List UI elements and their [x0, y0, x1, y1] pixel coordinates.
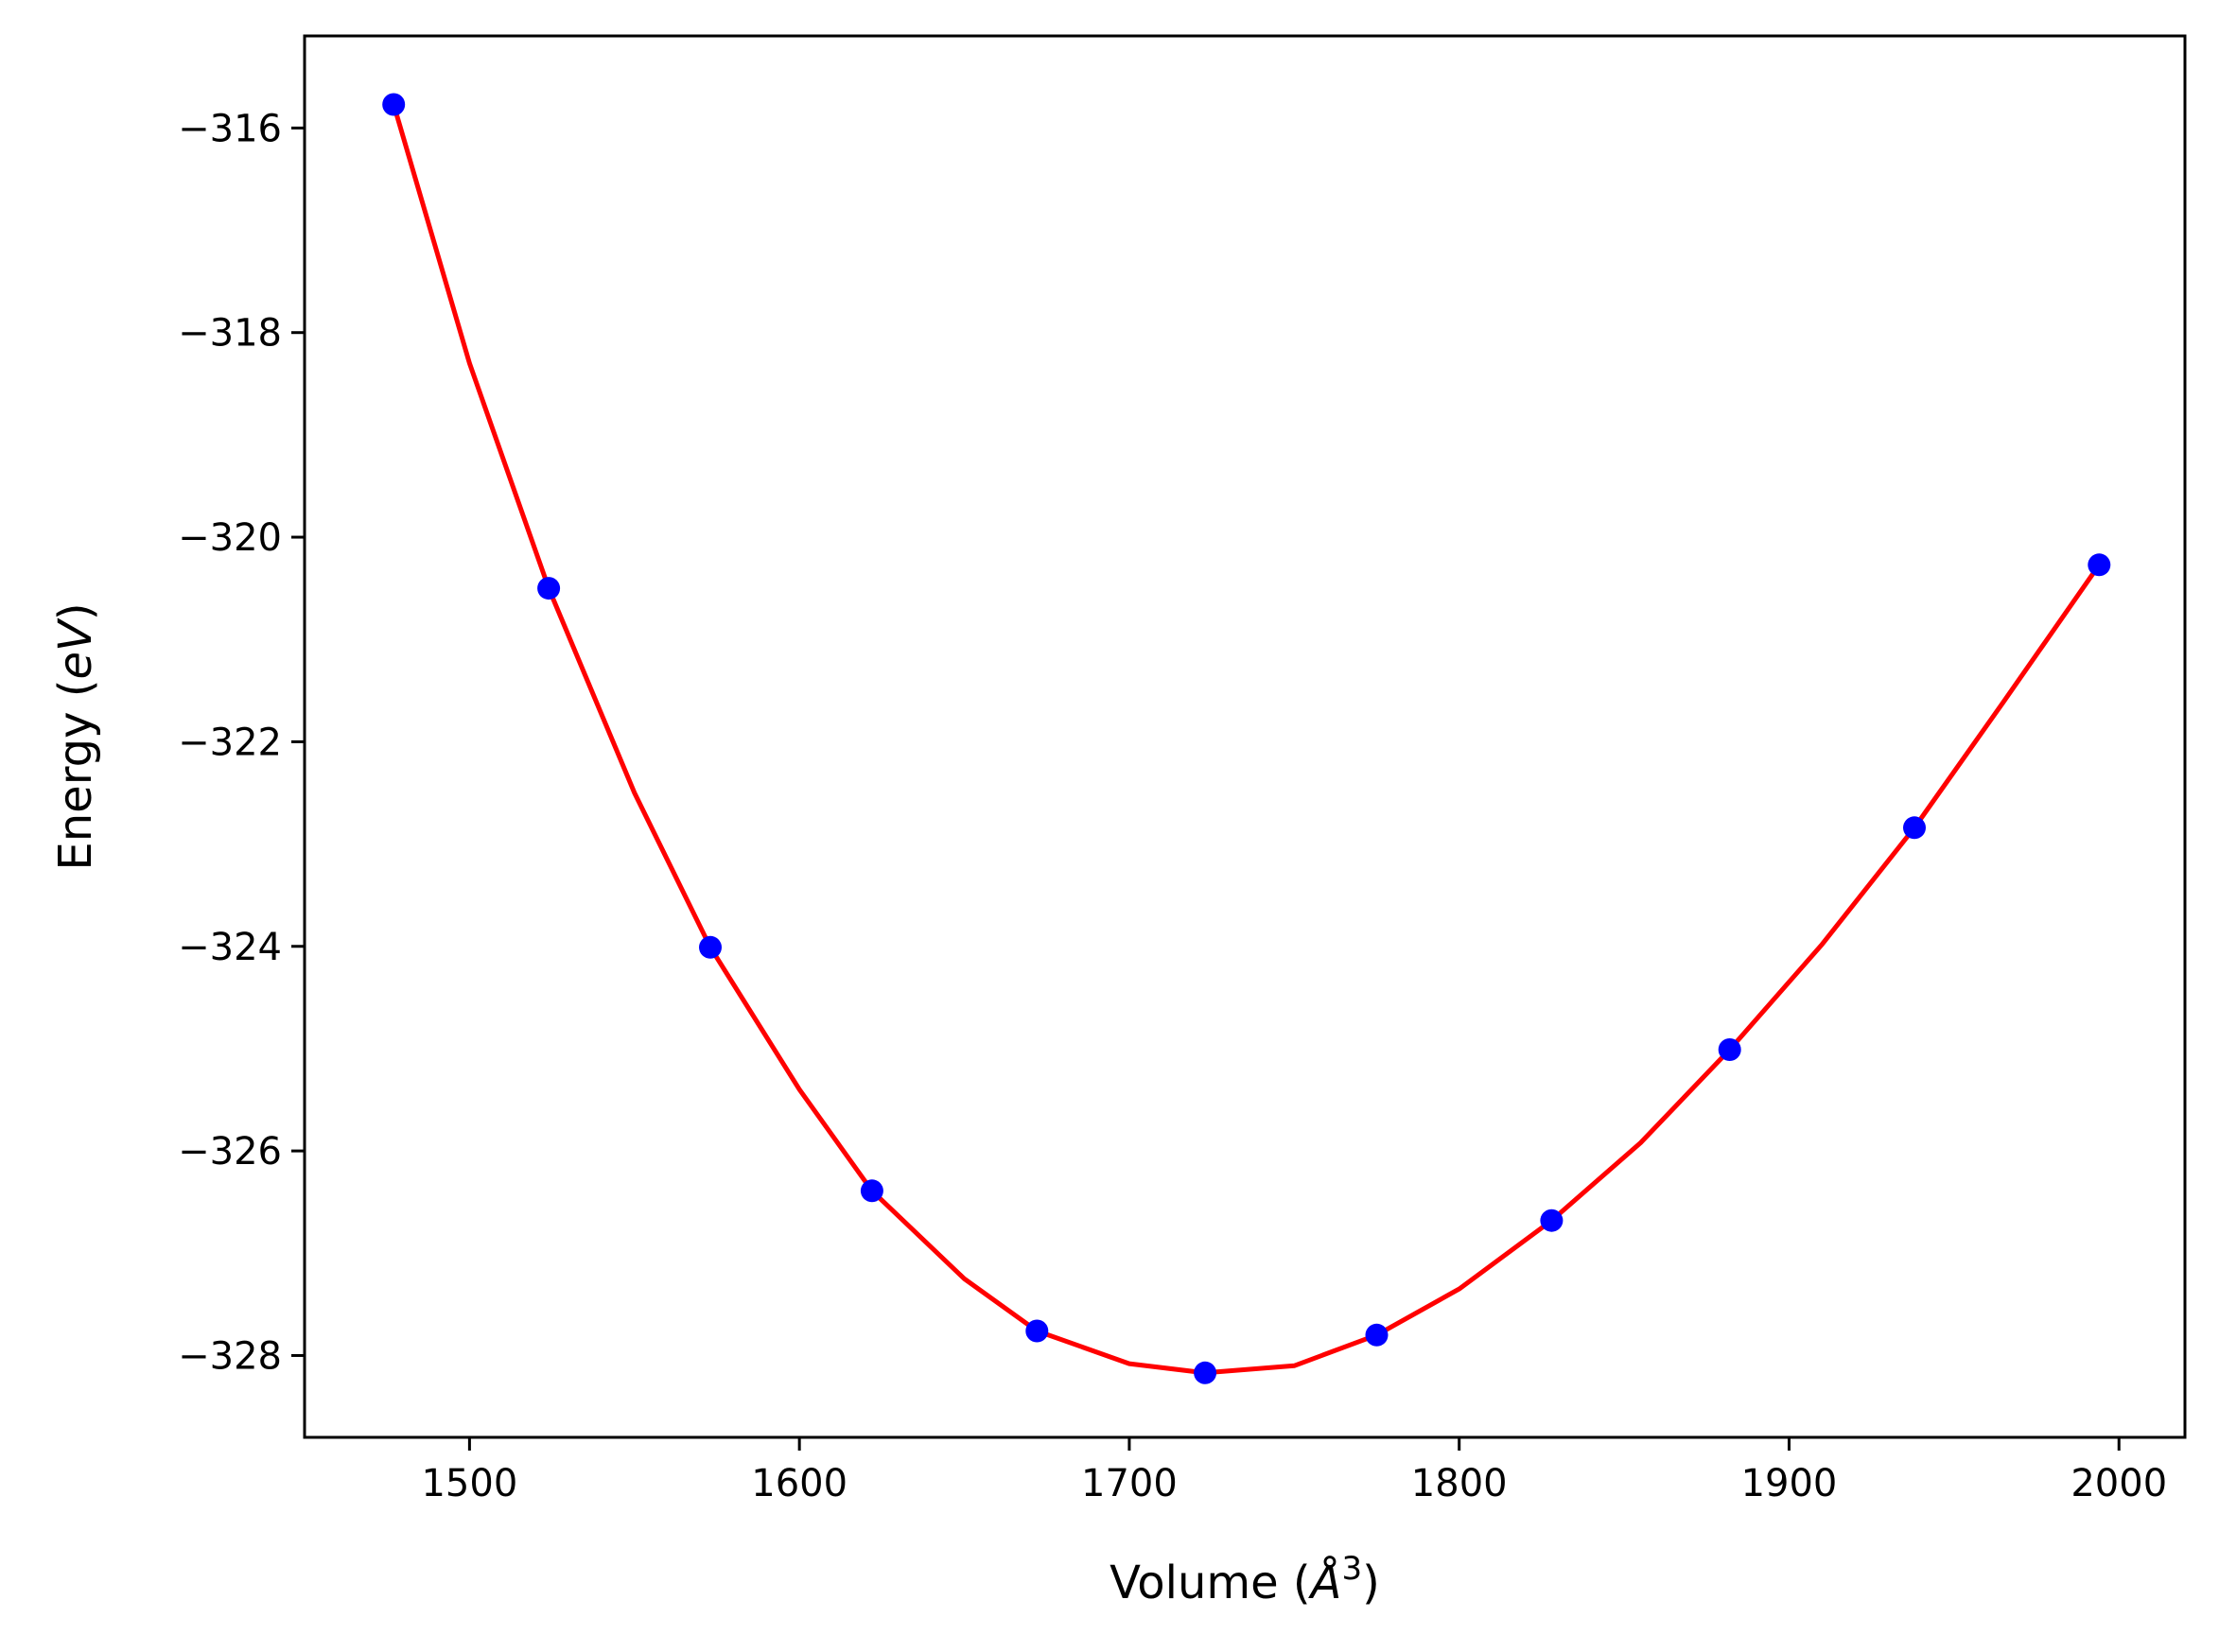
data-point [2088, 553, 2111, 577]
x-axis-label-main: Volume ( [1110, 1556, 1311, 1609]
data-point [1540, 1209, 1564, 1232]
x-tick-label: 1900 [1741, 1462, 1838, 1505]
data-point [1025, 1319, 1049, 1343]
data-point [1903, 816, 1926, 840]
x-axis-label: Volume (Å3) [1110, 1550, 1380, 1609]
y-axis-label-unit: eV [49, 617, 102, 680]
data-point [382, 93, 406, 116]
x-axis-label-unit: Å [1308, 1556, 1342, 1609]
y-tick-label: −318 [178, 312, 282, 356]
y-tick-label: −320 [178, 516, 282, 560]
y-axis-label: Energy (eV) [49, 602, 102, 870]
x-tick-label: 2000 [2070, 1462, 2167, 1505]
axis-ticks: 1500 1600 1700 1800 1900 2000 −316 −318 −320 −322… [178, 107, 2167, 1505]
y-axis-label-close: ) [49, 602, 102, 620]
data-point [1365, 1323, 1389, 1347]
data-point [1194, 1361, 1217, 1384]
y-tick-label: −326 [178, 1130, 282, 1174]
plot-frame [303, 34, 2187, 1439]
y-axis-label-main: Energy ( [49, 680, 102, 871]
data-point [1718, 1038, 1741, 1061]
data-point [860, 1179, 883, 1203]
y-tick-label: −316 [178, 107, 282, 150]
data-point [537, 577, 561, 600]
y-tick-label: −328 [178, 1334, 282, 1378]
y-tick-label: −324 [178, 926, 282, 969]
x-tick-label: 1800 [1411, 1462, 1508, 1505]
x-tick-label: 1600 [751, 1462, 847, 1505]
x-axis-label-exponent: 3 [1341, 1550, 1362, 1588]
data-point [699, 935, 722, 959]
x-tick-label: 1700 [1081, 1462, 1178, 1505]
plot-area [382, 93, 2111, 1384]
x-tick-label: 1500 [421, 1462, 517, 1505]
x-axis-label-close: ) [1362, 1556, 1380, 1609]
y-tick-label: −322 [178, 721, 282, 764]
